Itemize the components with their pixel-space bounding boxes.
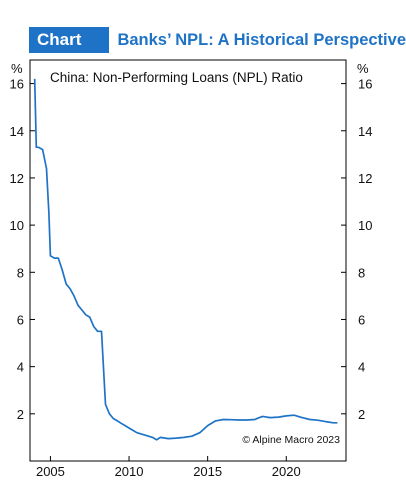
chart-header: Chart 10 Banks’ NPL: A Historical Perspe… <box>29 27 406 75</box>
y-tick-label-right-6: 6 <box>358 312 365 327</box>
y-tick-label-right-14: 14 <box>358 124 372 139</box>
y-tick-label-right-12: 12 <box>358 171 372 186</box>
plot-frame <box>29 59 347 462</box>
y-tick-label-left-14: 14 <box>10 124 24 139</box>
series-line-npl-ratio <box>33 78 338 441</box>
left-axis-unit: % <box>11 61 23 76</box>
y-tick-label-right-16: 16 <box>358 77 372 92</box>
y-tick-label-left-16: 16 <box>10 77 24 92</box>
right-axis-unit: % <box>357 61 369 76</box>
y-tick-label-left-12: 12 <box>10 171 24 186</box>
x-tick-label-2020: 2020 <box>272 464 301 479</box>
y-tick-label-left-4: 4 <box>17 360 24 375</box>
x-tick-label-2010: 2010 <box>115 464 144 479</box>
y-tick-label-right-2: 2 <box>358 407 365 422</box>
chart-number-badge: Chart 10 <box>29 27 110 75</box>
y-tick-label-left-10: 10 <box>10 218 24 233</box>
x-tick-label-2015: 2015 <box>193 464 222 479</box>
credit-text: © Alpine Macro 2023 <box>242 434 340 446</box>
y-tick-label-right-4: 4 <box>358 360 365 375</box>
y-tick-label-left-2: 2 <box>17 407 24 422</box>
y-tick-label-right-10: 10 <box>358 218 372 233</box>
inner-chart-title: China: Non-Performing Loans (NPL) Ratio <box>50 70 303 85</box>
chart-title: Banks’ NPL: A Historical Perspective <box>117 30 406 49</box>
y-tick-label-left-6: 6 <box>17 312 24 327</box>
y-tick-label-right-8: 8 <box>358 265 365 280</box>
x-tick-label-2005: 2005 <box>36 464 65 479</box>
y-tick-label-left-8: 8 <box>17 265 24 280</box>
